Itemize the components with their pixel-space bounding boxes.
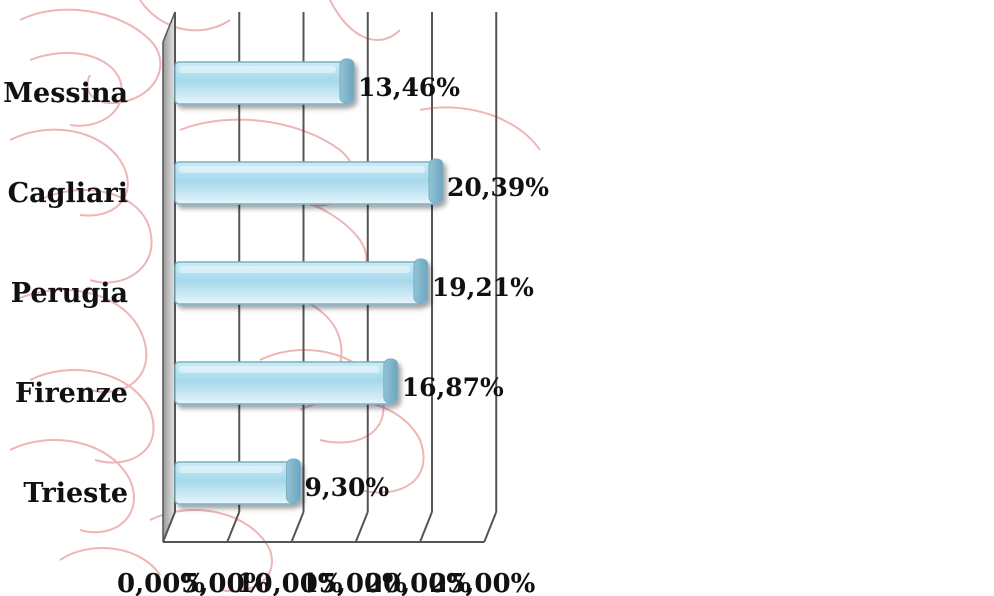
x-tick-label: 0,00%	[117, 569, 205, 596]
category-label: Firenze	[15, 378, 128, 409]
floor-gridline	[226, 511, 241, 543]
value-labels: 13,46% 20,39% 19,21% 16,87% 9,30%	[305, 73, 550, 502]
category-label: Perugia	[11, 278, 128, 309]
data-label: 13,46%	[358, 73, 460, 102]
category-label: Cagliari	[8, 178, 128, 209]
category-label: Trieste	[23, 478, 128, 509]
plot-area	[162, 11, 176, 543]
floor-gridline	[162, 511, 176, 543]
floor-gridline	[483, 511, 498, 543]
floor-gridline	[290, 511, 305, 543]
bar	[174, 358, 399, 405]
x-tick-label: 25,00%	[429, 569, 535, 596]
bar	[174, 158, 444, 205]
bar	[174, 58, 355, 105]
side-wall	[162, 11, 176, 543]
bar-highlight	[179, 266, 410, 273]
category-labels: Messina Cagliari Perugia Firenze Trieste	[3, 78, 128, 509]
bar-end-cap	[383, 358, 399, 404]
data-label: 20,39%	[447, 173, 549, 202]
x-tick-label: 15,00%	[301, 569, 407, 596]
data-label: 19,21%	[432, 273, 534, 302]
category-label: Messina	[3, 78, 128, 109]
data-label: 9,30%	[305, 473, 390, 502]
floor-gridline	[419, 511, 433, 543]
bar	[174, 258, 429, 305]
bar-highlight	[179, 66, 336, 73]
bar-end-cap	[339, 58, 355, 104]
bars	[174, 58, 444, 505]
bar-highlight	[179, 466, 283, 473]
bar-highlight	[179, 366, 380, 373]
x-tick-label: 10,00%	[236, 569, 342, 596]
bar	[174, 458, 302, 505]
bar-highlight	[179, 166, 426, 173]
data-label: 16,87%	[402, 373, 504, 402]
x-tick-label: 5,00%	[181, 569, 269, 596]
floor-gridline	[354, 511, 369, 543]
x-tick-label: 20,00%	[365, 569, 471, 596]
bar-end-cap	[413, 258, 429, 304]
bar-end-cap	[428, 158, 444, 204]
x-axis-tick-labels: 0,00%5,00%10,00%15,00%20,00%25,00%	[117, 569, 536, 596]
bar-end-cap	[286, 458, 302, 504]
